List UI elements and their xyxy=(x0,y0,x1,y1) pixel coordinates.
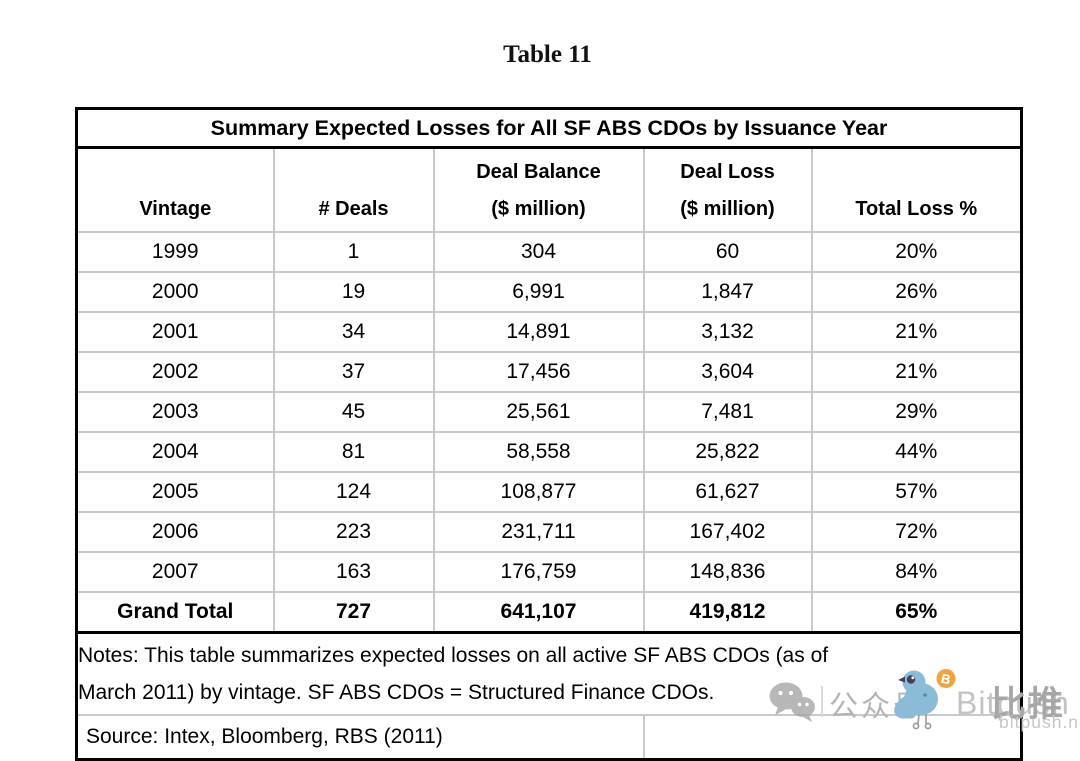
cell-vintage: 1999 xyxy=(75,231,275,273)
cell-loss-pct: 84% xyxy=(810,551,1023,593)
table-row-2006: 2006 223 231,711 167,402 72% xyxy=(75,511,1023,553)
source-row-empty-cell xyxy=(642,714,1023,761)
cell-balance: 6,991 xyxy=(432,271,645,313)
table-row-1999: 1999 1 304 60 20% xyxy=(75,231,1023,273)
cell-loss-pct: 20% xyxy=(810,231,1023,273)
cell-deals: 37 xyxy=(272,351,435,393)
table-row-2004: 2004 81 58,558 25,822 44% xyxy=(75,431,1023,473)
cell-loss: 60 xyxy=(642,231,813,273)
cell-balance: 58,558 xyxy=(432,431,645,473)
cell-total-loss-pct: 65% xyxy=(810,591,1023,634)
cell-loss-pct: 21% xyxy=(810,311,1023,353)
table-source: Source: Intex, Bloomberg, RBS (2011) xyxy=(75,714,645,761)
table-row-2000: 2000 19 6,991 1,847 26% xyxy=(75,271,1023,313)
cell-balance: 176,759 xyxy=(432,551,645,593)
cell-loss-pct: 57% xyxy=(810,471,1023,513)
source-row: Source: Intex, Bloomberg, RBS (2011) xyxy=(75,714,1023,761)
table-row-2005: 2005 124 108,877 61,627 57% xyxy=(75,471,1023,513)
cell-loss: 167,402 xyxy=(642,511,813,553)
cell-loss: 25,822 xyxy=(642,431,813,473)
page-title: Table 11 xyxy=(503,41,592,68)
cell-vintage: 2002 xyxy=(75,351,275,393)
table-caption-row: Summary Expected Losses for All SF ABS C… xyxy=(75,107,1023,149)
cell-total-balance: 641,107 xyxy=(432,591,645,634)
col-header-total-loss: Total Loss % xyxy=(810,146,1023,233)
header-row: Vintage # Deals Deal Balance ($ million) … xyxy=(75,146,1023,233)
col-header-num-deals: # Deals xyxy=(272,146,435,233)
cell-loss-pct: 44% xyxy=(810,431,1023,473)
cell-deals: 45 xyxy=(272,391,435,433)
cell-vintage: 2005 xyxy=(75,471,275,513)
cell-vintage: 2004 xyxy=(75,431,275,473)
notes-line-1: Notes: This table summarizes expected lo… xyxy=(78,644,829,667)
grand-total-row: Grand Total 727 641,107 419,812 65% xyxy=(75,591,1023,634)
table-row-2003: 2003 45 25,561 7,481 29% xyxy=(75,391,1023,433)
col-header-deal-loss: Deal Loss ($ million) xyxy=(642,146,813,233)
cell-balance: 17,456 xyxy=(432,351,645,393)
table-caption: Summary Expected Losses for All SF ABS C… xyxy=(75,107,1023,149)
notes-line-2: March 2011) by vintage. SF ABS CDOs = St… xyxy=(78,681,715,704)
cell-deals: 1 xyxy=(272,231,435,273)
cell-loss-pct: 72% xyxy=(810,511,1023,553)
cell-loss: 61,627 xyxy=(642,471,813,513)
cell-loss: 1,847 xyxy=(642,271,813,313)
table-row-2001: 2001 34 14,891 3,132 21% xyxy=(75,311,1023,353)
cell-balance: 231,711 xyxy=(432,511,645,553)
cell-vintage: 2003 xyxy=(75,391,275,433)
cell-deals: 81 xyxy=(272,431,435,473)
cell-deals: 124 xyxy=(272,471,435,513)
cell-vintage: 2001 xyxy=(75,311,275,353)
table-notes: Notes: This table summarizes expected lo… xyxy=(75,631,1023,716)
cell-loss: 3,604 xyxy=(642,351,813,393)
cell-balance: 108,877 xyxy=(432,471,645,513)
cell-grand-total-label: Grand Total xyxy=(75,591,275,634)
cell-total-loss: 419,812 xyxy=(642,591,813,634)
cell-balance: 25,561 xyxy=(432,391,645,433)
table-row-2002: 2002 37 17,456 3,604 21% xyxy=(75,351,1023,393)
col-header-deal-balance: Deal Balance ($ million) xyxy=(432,146,645,233)
cell-loss: 3,132 xyxy=(642,311,813,353)
cell-deals: 19 xyxy=(272,271,435,313)
cell-loss-pct: 26% xyxy=(810,271,1023,313)
cell-loss: 7,481 xyxy=(642,391,813,433)
cell-vintage: 2007 xyxy=(75,551,275,593)
notes-row: Notes: This table summarizes expected lo… xyxy=(75,631,1023,716)
cell-loss-pct: 29% xyxy=(810,391,1023,433)
cell-vintage: 2006 xyxy=(75,511,275,553)
cell-vintage: 2000 xyxy=(75,271,275,313)
cell-loss: 148,836 xyxy=(642,551,813,593)
cell-deals: 34 xyxy=(272,311,435,353)
cell-total-deals: 727 xyxy=(272,591,435,634)
cell-balance: 14,891 xyxy=(432,311,645,353)
cell-deals: 163 xyxy=(272,551,435,593)
cell-deals: 223 xyxy=(272,511,435,553)
expected-losses-table: Summary Expected Losses for All SF ABS C… xyxy=(75,107,1024,761)
cell-loss-pct: 21% xyxy=(810,351,1023,393)
cell-balance: 304 xyxy=(432,231,645,273)
table-row-2007: 2007 163 176,759 148,836 84% xyxy=(75,551,1023,593)
col-header-vintage: Vintage xyxy=(75,146,275,233)
